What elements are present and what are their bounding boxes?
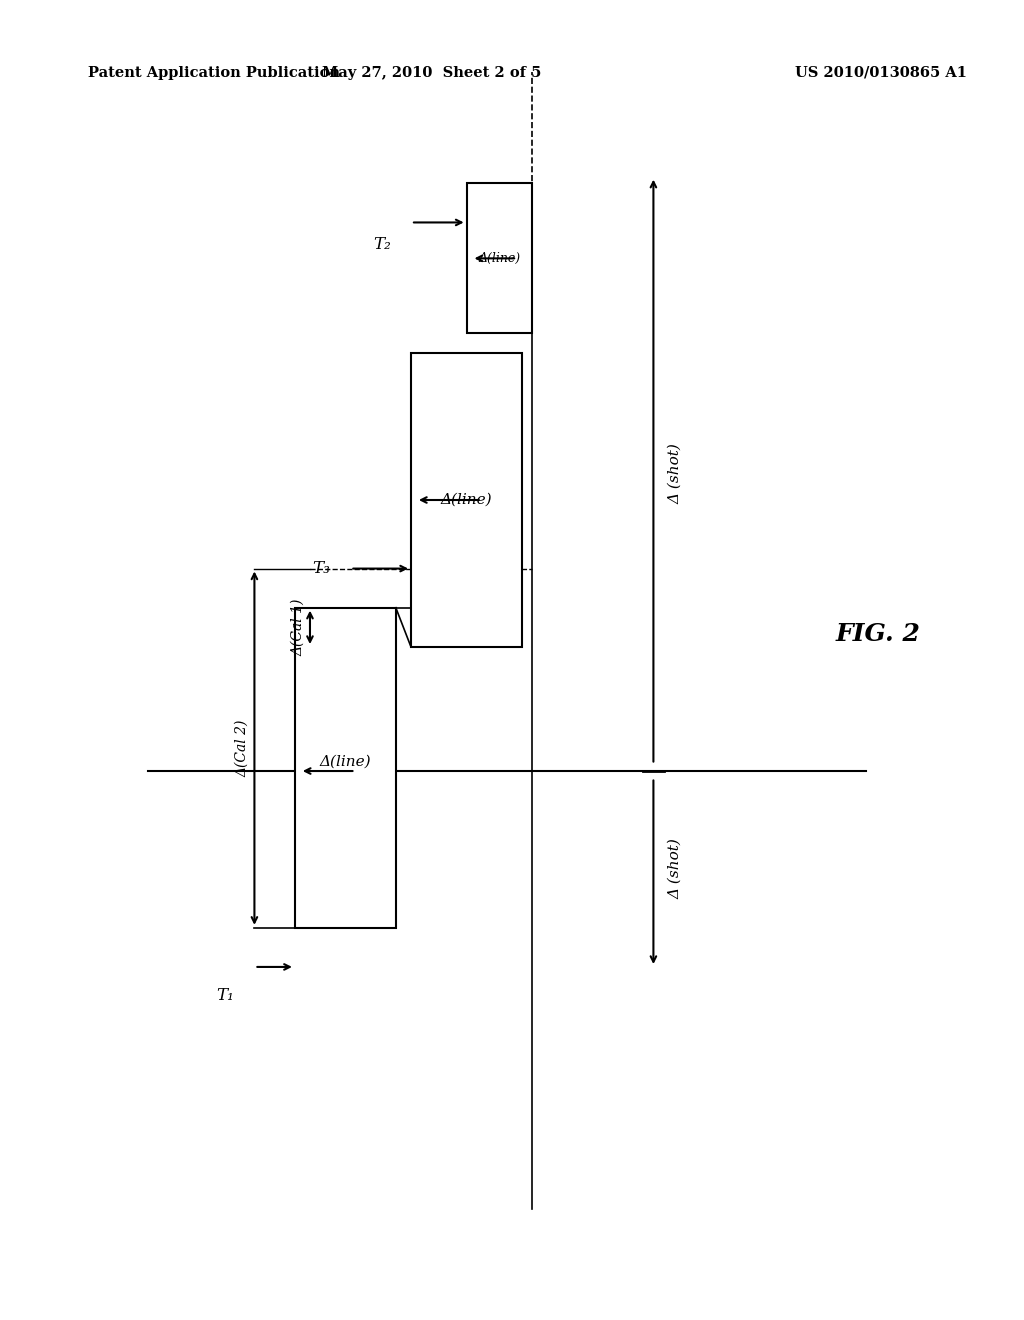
Text: T₂: T₂ [373, 235, 391, 252]
Text: Δ(line): Δ(line) [440, 492, 493, 507]
Text: FIG. 2: FIG. 2 [836, 622, 921, 645]
Text: Δ(line): Δ(line) [319, 754, 371, 768]
Text: T₃: T₃ [312, 560, 330, 577]
Text: May 27, 2010  Sheet 2 of 5: May 27, 2010 Sheet 2 of 5 [322, 66, 541, 79]
Text: Δ (shot): Δ (shot) [669, 838, 683, 899]
Text: T₁: T₁ [216, 986, 234, 1003]
FancyBboxPatch shape [411, 352, 522, 647]
Text: US 2010/0130865 A1: US 2010/0130865 A1 [795, 66, 967, 79]
Text: Δ(Cal 2): Δ(Cal 2) [236, 719, 250, 777]
FancyBboxPatch shape [295, 607, 396, 928]
Text: Patent Application Publication: Patent Application Publication [88, 66, 340, 79]
Text: Δ(Cal 1): Δ(Cal 1) [291, 599, 305, 656]
Text: Δ(line): Δ(line) [478, 252, 520, 265]
Text: Δ (shot): Δ (shot) [669, 444, 683, 504]
FancyBboxPatch shape [467, 183, 532, 334]
